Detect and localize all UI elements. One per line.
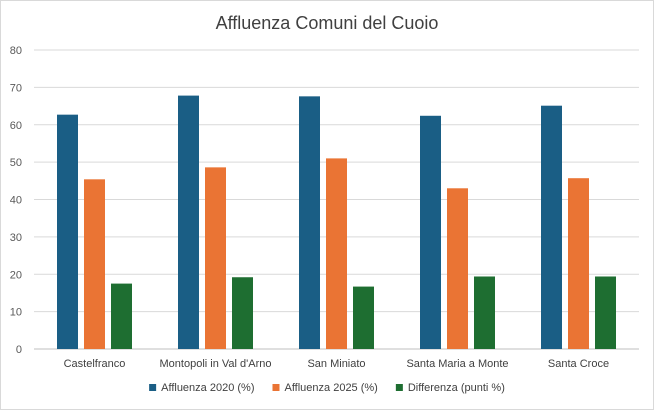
bar-2 (326, 158, 347, 349)
bar-1 (57, 114, 78, 349)
bar-1 (299, 96, 320, 349)
y-tick-label: 10 (10, 307, 22, 319)
bars (57, 95, 616, 349)
y-tick-label: 40 (10, 195, 22, 207)
legend-label: Affluenza 2025 (%) (284, 382, 377, 394)
chart-title: Affluenza Comuni del Cuoio (216, 13, 439, 33)
category-label: Castelfranco (64, 358, 126, 370)
bar-2 (568, 178, 589, 349)
category-label: San Miniato (307, 358, 365, 370)
y-axis-ticks: 0 10 20 30 40 50 60 70 80 (10, 45, 22, 356)
legend: Affluenza 2020 (%) Affluenza 2025 (%) Diff… (149, 382, 505, 394)
bar-1 (541, 105, 562, 349)
category-label: Montopoli in Val d'Arno (160, 358, 272, 370)
y-tick-label: 20 (10, 269, 22, 281)
bar-1 (178, 95, 199, 349)
bar-3 (474, 276, 495, 349)
y-tick-label: 80 (10, 45, 22, 57)
bar-2 (447, 188, 468, 349)
y-tick-label: 0 (16, 344, 22, 356)
bar-1 (420, 115, 441, 349)
bar-3 (111, 283, 132, 349)
legend-label: Differenza (punti %) (408, 382, 505, 394)
y-tick-label: 50 (10, 157, 22, 169)
y-tick-label: 30 (10, 232, 22, 244)
y-tick-label: 60 (10, 120, 22, 132)
category-label: Santa Croce (548, 358, 609, 370)
category-label: Santa Maria a Monte (406, 358, 508, 370)
bar-2 (205, 167, 226, 349)
bar-3 (595, 276, 616, 349)
legend-label: Affluenza 2020 (%) (161, 382, 254, 394)
legend-swatch (272, 384, 280, 391)
legend-swatch (395, 384, 403, 391)
y-tick-label: 70 (10, 82, 22, 94)
bar-3 (232, 277, 253, 349)
bar-2 (84, 179, 105, 349)
x-axis: Castelfranco Montopoli in Val d'Arno San M… (64, 358, 609, 370)
legend-swatch (149, 384, 157, 391)
bar-3 (353, 286, 374, 349)
